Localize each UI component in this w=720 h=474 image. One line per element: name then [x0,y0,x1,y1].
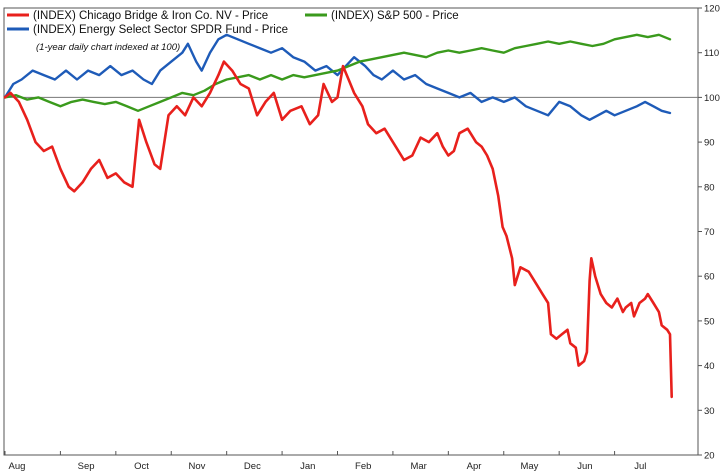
legend-label-xle: (INDEX) Energy Select Sector SPDR Fund -… [33,24,288,36]
series-line-sp500 [3,33,672,112]
series-layer [3,33,673,399]
x-tick-label: Nov [189,461,206,472]
chart-note: (1-year daily chart indexed at 100) [36,42,180,53]
y-tick-label: 50 [704,316,715,327]
y-tick-label: 40 [704,361,715,372]
plot-frame [3,7,699,456]
y-tick-label: 30 [704,406,715,417]
y-tick-label: 70 [704,227,715,238]
y-tick-label: 120 [704,4,720,15]
x-tick-label: Feb [355,461,371,472]
x-tick-label: Mar [410,461,426,472]
x-axis: Aug Sep Oct Nov Dec Jan Feb Mar Apr May Jun Jul [4,451,646,472]
y-tick-label: 60 [704,272,715,283]
x-tick-label: Apr [467,461,482,472]
y-tick-label: 110 [704,48,719,59]
x-tick-label: Oct [134,461,149,472]
x-tick-label: Jun [577,461,592,472]
x-tick-label: Dec [244,461,261,472]
legend-label-cbi: (INDEX) Chicago Bridge & Iron Co. NV - P… [33,10,268,22]
y-tick-label: 100 [704,93,720,104]
y-tick-label: 90 [704,138,715,149]
y-axis: 20 30 40 50 60 70 80 90 100 110 120 [698,4,720,462]
series-line-xle [3,33,672,121]
y-tick-label: 80 [704,182,715,193]
x-tick-label: Sep [78,461,95,472]
series-line-cbi [3,60,673,399]
x-tick-label: Jul [634,461,646,472]
x-tick-label: May [520,461,538,472]
legend-label-sp500: (INDEX) S&P 500 - Price [331,10,459,22]
x-tick-label: Aug [9,461,26,472]
y-tick-label: 20 [704,451,715,462]
x-tick-label: Jan [300,461,315,472]
legend: (INDEX) Chicago Bridge & Iron Co. NV - P… [7,10,459,53]
